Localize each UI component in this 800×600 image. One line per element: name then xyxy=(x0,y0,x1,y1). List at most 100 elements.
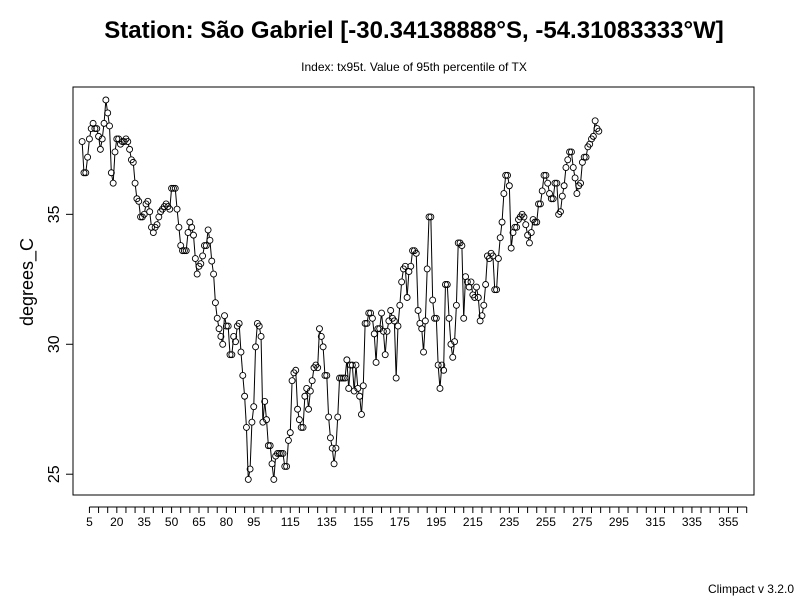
series-segment xyxy=(185,235,189,248)
series-segment xyxy=(397,308,401,324)
data-point xyxy=(319,343,327,351)
data-point xyxy=(78,138,86,146)
data-point xyxy=(494,255,502,262)
series-segment xyxy=(222,318,225,342)
series-segment xyxy=(317,331,320,365)
data-point xyxy=(473,283,480,291)
data-point xyxy=(525,239,533,247)
data-point xyxy=(359,382,367,390)
series-segment xyxy=(381,316,384,329)
data-point xyxy=(80,169,88,177)
data-point xyxy=(354,385,362,392)
series-segment xyxy=(251,409,254,420)
series-segment xyxy=(264,404,267,417)
data-point xyxy=(299,423,307,431)
data-point xyxy=(403,294,411,301)
series-segment xyxy=(202,248,205,254)
series-segment xyxy=(109,128,112,170)
series-segment xyxy=(133,165,136,181)
series-segment xyxy=(485,258,488,282)
chart-title: Station: São Gabriel [-30.34138888°S, -5… xyxy=(104,17,724,44)
data-point xyxy=(109,179,117,187)
data-point xyxy=(547,195,555,203)
series-segment xyxy=(312,370,315,378)
data-point xyxy=(358,410,365,418)
series-segment xyxy=(244,399,247,425)
data-point xyxy=(246,465,254,473)
series-segment xyxy=(211,264,214,272)
data-point xyxy=(341,374,349,382)
data-point xyxy=(98,135,106,143)
data-point xyxy=(427,213,435,221)
data-point xyxy=(263,416,270,424)
series-segment xyxy=(134,186,138,196)
x-tick-label: 235 xyxy=(499,515,519,529)
data-point xyxy=(418,325,426,333)
data-point xyxy=(520,213,528,221)
series-segment xyxy=(330,440,333,446)
data-point xyxy=(531,218,539,226)
data-point xyxy=(104,109,112,117)
x-tick-label: 135 xyxy=(317,515,337,529)
data-point xyxy=(182,247,190,255)
series-segment xyxy=(246,430,249,477)
data-point xyxy=(140,210,148,218)
data-point xyxy=(542,171,550,179)
data-point xyxy=(511,223,519,231)
data-point xyxy=(131,179,139,187)
series-segment xyxy=(362,326,366,383)
series-segment xyxy=(476,289,479,295)
series-segment xyxy=(100,141,103,147)
data-point xyxy=(566,148,574,156)
series-segment xyxy=(262,404,265,420)
data-point xyxy=(398,278,406,286)
series-segment xyxy=(344,362,348,376)
series-segment xyxy=(500,225,503,235)
series-segment xyxy=(511,235,514,246)
data-point xyxy=(381,351,389,359)
data-point xyxy=(544,179,552,187)
data-point xyxy=(191,255,199,262)
data-point xyxy=(502,171,510,179)
series-segment xyxy=(496,261,499,287)
data-point xyxy=(264,442,272,450)
series-segment xyxy=(289,383,293,430)
data-point xyxy=(171,184,179,192)
series-segment xyxy=(107,115,110,124)
data-point xyxy=(261,397,269,405)
data-point xyxy=(394,322,402,330)
data-point xyxy=(226,351,234,359)
data-point xyxy=(491,286,499,294)
series-segment xyxy=(547,186,550,191)
series-segment xyxy=(404,269,408,295)
series-segment xyxy=(102,126,105,137)
series-segment xyxy=(208,232,210,238)
data-point xyxy=(222,322,230,330)
data-point xyxy=(325,413,333,421)
series-segment xyxy=(248,471,251,477)
data-point xyxy=(557,208,564,216)
x-tick-label: 35 xyxy=(138,515,152,529)
data-point xyxy=(505,182,513,190)
data-point xyxy=(82,169,90,177)
data-point xyxy=(493,286,501,294)
data-point xyxy=(436,385,444,392)
series-segment xyxy=(437,368,441,386)
data-point xyxy=(432,314,440,322)
data-point xyxy=(507,244,515,252)
series-segment xyxy=(149,214,152,225)
x-tick-label: 80 xyxy=(220,515,234,529)
x-tick-label: 155 xyxy=(353,515,373,529)
series-segment xyxy=(553,186,556,196)
series-segment xyxy=(435,321,439,363)
series-segment xyxy=(492,258,496,287)
data-point xyxy=(252,343,260,351)
data-point xyxy=(301,392,309,400)
series-segment xyxy=(335,420,339,446)
series-segment xyxy=(308,393,311,407)
series-segment xyxy=(231,339,234,352)
series-segment xyxy=(503,178,506,191)
series-segment xyxy=(213,277,216,300)
data-point xyxy=(452,301,460,309)
y-tick-label: 25 xyxy=(46,465,63,483)
